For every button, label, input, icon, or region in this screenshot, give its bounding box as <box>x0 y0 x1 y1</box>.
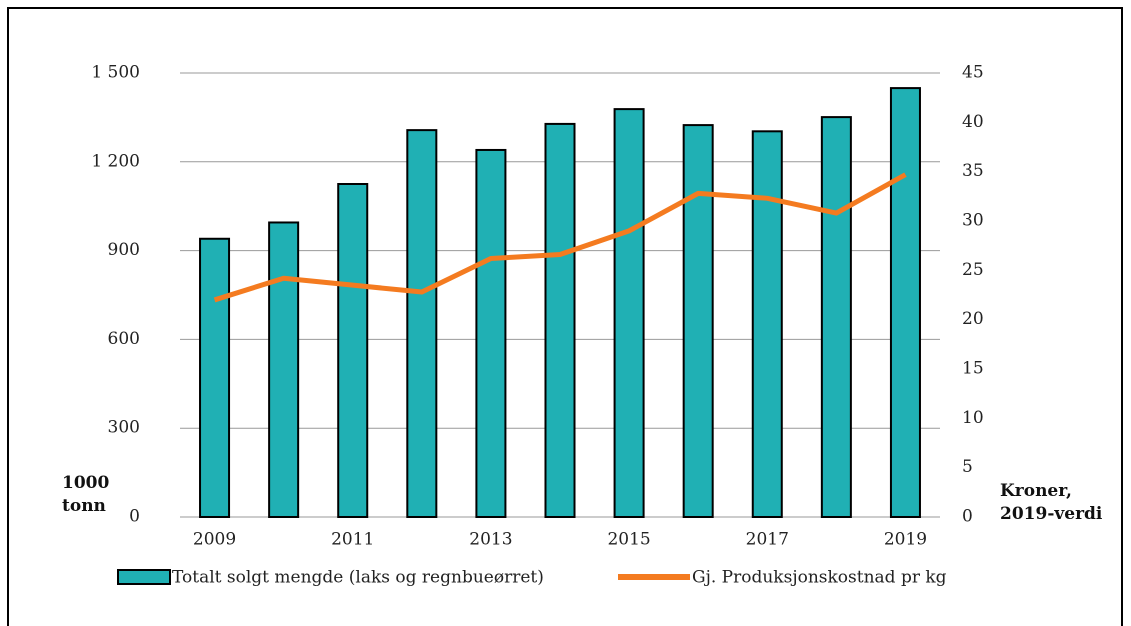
bar <box>751 130 783 518</box>
y2-tick-label: 35 <box>962 161 984 181</box>
bar <box>406 129 438 519</box>
y2-tick-label: 40 <box>962 112 984 132</box>
y2-tick-label: 10 <box>962 408 984 428</box>
y-tick-label: 1 200 <box>91 151 140 171</box>
y2-tick-label: 5 <box>962 457 973 477</box>
y2-tick-label: 30 <box>962 211 984 231</box>
bar <box>544 122 576 519</box>
x-tick-label: 2015 <box>607 530 650 550</box>
y-tick-label: 300 <box>108 418 140 438</box>
frame <box>7 7 1123 626</box>
bar <box>337 183 369 518</box>
y2-tick-label: 15 <box>962 359 984 379</box>
legend-label: Gj. Produksjonskostnad pr kg <box>692 568 947 588</box>
y-tick-label: 900 <box>108 240 140 260</box>
y2-tick-label: 25 <box>962 260 984 280</box>
y-tick-label: 1 500 <box>91 63 140 83</box>
y2-tick-label: 20 <box>962 309 984 329</box>
legend-swatch <box>117 569 171 585</box>
x-tick-label: 2013 <box>469 530 512 550</box>
y-tick-label: 0 <box>129 507 140 527</box>
x-tick-label: 2017 <box>746 530 789 550</box>
line <box>213 172 907 303</box>
bar <box>820 116 852 518</box>
bar <box>199 237 231 518</box>
bar <box>889 87 921 518</box>
y-tick-label: 600 <box>108 329 140 349</box>
bar <box>613 108 645 518</box>
x-tick-label: 2019 <box>884 530 927 550</box>
bar <box>475 148 507 519</box>
bar <box>682 124 714 518</box>
x-tick-label: 2009 <box>193 530 236 550</box>
y2-tick-label: 0 <box>962 507 973 527</box>
y2-axis-label: Kroner, 2019-verdi <box>1000 481 1103 524</box>
legend-label: Totalt solgt mengde (laks og regnbueørre… <box>172 568 544 588</box>
y-axis-label: 1000 tonn <box>62 473 110 516</box>
y2-tick-label: 45 <box>962 63 984 83</box>
x-tick-label: 2011 <box>331 530 374 550</box>
bar <box>268 221 300 518</box>
